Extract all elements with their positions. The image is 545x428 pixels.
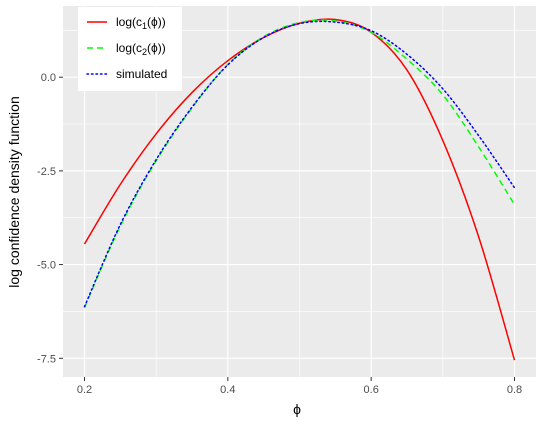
axis-ticks (59, 76, 515, 381)
series-line-c1 (83, 18, 516, 361)
legend-label-sim: simulated (116, 67, 167, 81)
y-axis-title: log confidence density function (6, 96, 22, 287)
legend: log(c1(ϕ)) log(c2(ϕ)) simulated (78, 7, 182, 91)
series-line-sim (83, 20, 516, 308)
x-tick-label: 0.4 (220, 384, 235, 396)
legend-label-c1: log(c1(ϕ)) (116, 15, 166, 31)
x-tick-label: 0.2 (77, 384, 92, 396)
x-axis-title: ϕ (293, 401, 301, 417)
y-tick-label: -2.5 (37, 166, 56, 178)
series-line-c2 (83, 19, 516, 308)
x-tick-label: 0.6 (364, 384, 379, 396)
legend-box (78, 7, 182, 91)
series-layer (83, 18, 516, 361)
tick-labels: 0.2 0.4 0.6 0.8 0.0 -2.5 -5.0 -7.5 (37, 72, 522, 396)
x-tick-label: 0.8 (507, 384, 522, 396)
y-tick-label: 0.0 (41, 72, 56, 84)
y-tick-label: -7.5 (37, 353, 56, 365)
legend-label-c2: log(c2(ϕ)) (116, 41, 166, 57)
y-tick-label: -5.0 (37, 260, 56, 272)
